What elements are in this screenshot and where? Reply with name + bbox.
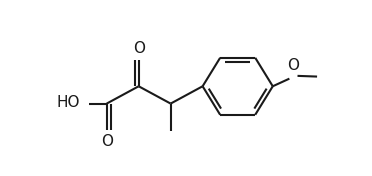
Text: O: O [133,41,145,56]
Text: O: O [287,58,299,73]
Text: HO: HO [56,95,80,110]
Text: O: O [101,134,113,149]
